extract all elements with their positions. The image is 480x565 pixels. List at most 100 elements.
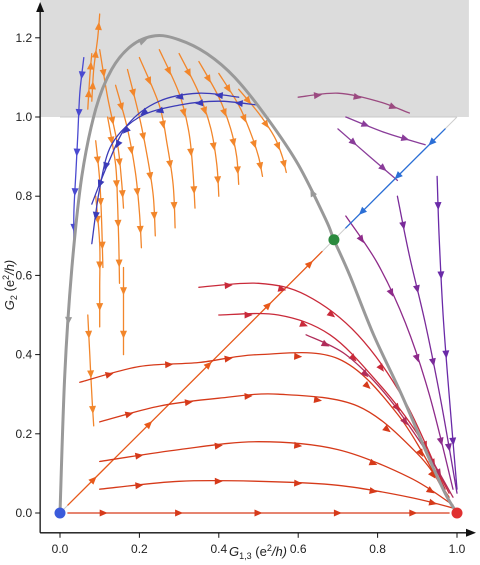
y-axis-label-rest: (e: [2, 280, 17, 295]
trajectory-5: [138, 56, 176, 229]
trajectory-10-arrow-3: [273, 141, 281, 151]
trajectory-6-arrow-4: [190, 186, 198, 195]
trajectory-31-arrow-1: [428, 137, 437, 146]
trajectory-20: [99, 479, 458, 510]
trajectory-31-arrow-3: [358, 206, 367, 215]
trajectory-10-arrow-4: [279, 159, 287, 169]
y-axis-label-main: G: [2, 300, 17, 310]
fixed-point-0: [54, 507, 66, 519]
trajectory-8-arrow-1: [203, 74, 211, 83]
trajectory-25-arrow-4: [436, 437, 444, 446]
trajectory-27-arrow-4: [449, 437, 457, 446]
trajectory-28: [337, 128, 399, 182]
trajectory-9-arrow-2: [239, 113, 247, 123]
trajectory-29-arrow-2: [400, 134, 410, 141]
trajectory-8-arrow-2: [220, 108, 227, 117]
x-axis-arrowhead: [466, 528, 476, 537]
trajectory-23-arrow-3: [348, 353, 357, 362]
trajectory-7-arrow-1: [184, 68, 191, 77]
trajectory-22-arrow-4: [376, 363, 384, 372]
trajectory-9-arrow-1: [223, 84, 231, 93]
y-axis-label-tail: /h): [2, 260, 17, 276]
trajectory-24-arrow-2: [360, 369, 369, 378]
y-tick-label: 1.0: [15, 110, 32, 124]
trajectory-16-arrow-1: [88, 476, 97, 485]
trajectory-4-arrow-3: [146, 171, 154, 181]
trajectory-5-arrow-3: [166, 160, 173, 169]
trajectory-19-arrow-4: [368, 458, 378, 466]
trajectory-5-arrow-1: [144, 76, 151, 86]
trajectory-1-arrow-3: [98, 241, 106, 250]
trajectory-27-arrow-3: [442, 350, 450, 359]
trajectory-34-arrow-3: [73, 148, 81, 157]
x-axis-label-sup: 2: [267, 543, 272, 553]
trajectory-25-arrow-1: [356, 234, 364, 244]
trajectory-7-arrow-3: [209, 142, 217, 151]
y-tick-label: 0.8: [15, 189, 32, 203]
trajectory-20-arrow-4: [369, 487, 378, 494]
trajectory-33-arrow-4: [115, 139, 123, 149]
trajectory-19-arrow-1: [134, 452, 144, 460]
x-axis-label-main: G: [229, 544, 239, 559]
trajectory-14-arrow-3: [94, 21, 102, 31]
trajectory-7-arrow-4: [214, 176, 222, 185]
trajectory-34-arrow-4: [71, 188, 79, 197]
trajectory-26-arrow-3: [429, 357, 436, 367]
trajectory-0-arrow-1: [99, 68, 107, 78]
trajectory-27-arrow-1: [434, 202, 442, 211]
trajectory-4-arrow-4: [150, 211, 158, 220]
trajectory-6-arrow-3: [187, 148, 195, 157]
trajectory-27: [436, 175, 458, 490]
trajectory-0-arrow-3: [115, 158, 123, 167]
trajectory-18-arrow-4: [313, 396, 322, 403]
trajectory-17-arrow-3: [224, 355, 233, 363]
x-ticks-layer: 0.0 0.2 0.4 0.6 0.8 1.0: [52, 532, 466, 556]
trajectory-21-arrow-4: [333, 509, 342, 517]
trajectory-22-arrow-3: [326, 309, 336, 318]
trajectory-32: [91, 100, 260, 245]
x-tick-label: 0.2: [131, 542, 148, 556]
trajectory-34-arrow-2: [75, 108, 83, 117]
trajectory-32-arrow-3: [155, 106, 165, 114]
trajectory-17-arrow-6: [416, 448, 424, 457]
trajectory-30-arrow-1: [313, 92, 322, 100]
trajectory-16-arrow-4: [263, 302, 272, 311]
trajectory-3-arrow-2: [127, 146, 135, 155]
trajectory-18-arrow-2: [184, 399, 193, 407]
trajectory-6-arrow-1: [164, 66, 171, 76]
trajectory-15-arrow-2: [86, 61, 94, 70]
trajectory-13-arrow-2: [87, 370, 95, 379]
x-tick-label: 0.4: [210, 542, 227, 556]
trajectory-6-arrow-2: [179, 108, 187, 117]
trajectory-21-arrow-5: [409, 509, 418, 517]
trajectory-20-arrow-3: [294, 479, 303, 487]
trajectory-2-arrow-1: [107, 136, 115, 145]
trajectory-3-arrow-3: [133, 187, 141, 197]
trajectory-17-arrow-4: [294, 352, 303, 360]
trajectory-23-arrow-1: [244, 311, 253, 319]
trajectory-16-arrow-2: [144, 421, 153, 430]
trajectory-29: [345, 116, 426, 146]
fixed-point-2: [451, 507, 463, 519]
trajectory-27-arrow-2: [437, 271, 445, 280]
trajectory-32-arrow-6: [92, 211, 100, 220]
trajectory-31-arrow-2: [394, 171, 403, 180]
trajectory-21-arrow-3: [254, 509, 263, 517]
trajectory-15: [87, 52, 93, 110]
x-axis-label-rest: (e: [252, 544, 267, 559]
trajectory-23-arrow-2: [299, 320, 308, 327]
trajectory-3-arrow-4: [136, 225, 144, 234]
trajectory-7-arrow-2: [200, 106, 207, 115]
trajectory-33-arrow-2: [175, 93, 184, 100]
separatrix-curve: [58, 34, 459, 515]
trajectory-4-arrow-2: [139, 132, 146, 141]
trajectory-11-arrow-2: [96, 261, 104, 270]
trajectory-20-arrow-1: [135, 482, 144, 490]
trajectory-33-arrow-5: [97, 179, 105, 188]
trajectory-34-arrow-1: [78, 71, 86, 80]
trajectory-22-arrow-2: [277, 284, 287, 292]
trajectory-33-arrow-3: [140, 107, 149, 116]
trajectory-14-arrow-1: [89, 81, 96, 90]
trajectory-5-arrow-2: [159, 120, 166, 129]
trajectory-15-arrow-1: [85, 89, 92, 98]
